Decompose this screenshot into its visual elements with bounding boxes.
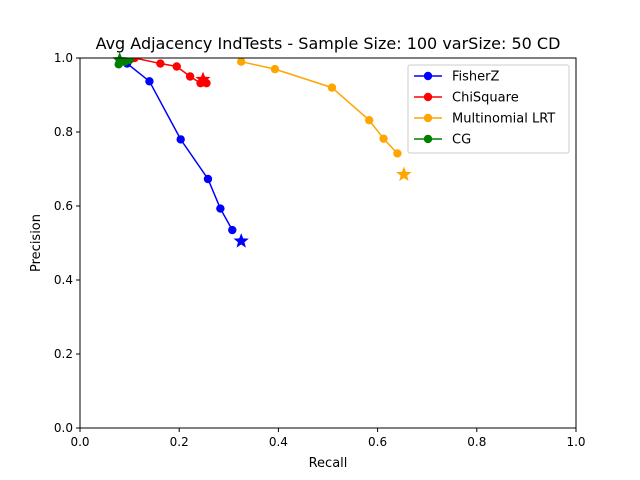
data-point-multinomial-lrt [393, 149, 402, 158]
legend-marker [423, 113, 433, 123]
star-marker-chisquare [195, 71, 211, 86]
legend-marker [423, 92, 433, 102]
data-point-chisquare [185, 72, 195, 81]
legend-box [407, 64, 570, 154]
x-tick-label: 1.0 [566, 435, 585, 449]
legend-entry-cg: CG [414, 133, 471, 148]
data-point-multinomial-lrt [379, 134, 388, 143]
data-point-fisherz [228, 225, 237, 235]
plot-frame [79, 57, 577, 429]
legend-entry-chisquare: ChiSquare [414, 91, 519, 106]
y-tick-label: 0.2 [54, 347, 73, 361]
legend-label: CG [452, 133, 471, 148]
x-tick-label: 0.0 [70, 435, 89, 449]
x-tick-label: 0.4 [269, 435, 288, 449]
y-tick-label: 0.0 [54, 421, 73, 435]
data-point-cg [125, 58, 134, 65]
legend-entry-multinomial-lrt: Multinomial LRT [414, 112, 555, 127]
data-point-multinomial-lrt [327, 83, 337, 92]
x-tick-label: 0.2 [170, 435, 189, 449]
y-tick-label: 0.8 [54, 125, 73, 139]
best-point-markers [112, 51, 412, 248]
data-point-multinomial-lrt [270, 64, 280, 74]
y-tick-label: 0.6 [54, 199, 73, 213]
legend-marker [423, 134, 433, 144]
data-point-multinomial-lrt [237, 58, 246, 66]
x-tick-label: 0.6 [368, 435, 387, 449]
data-point-multinomial-lrt [364, 115, 374, 125]
y-tick-label: 1.0 [54, 51, 73, 65]
y-tick-label: 0.4 [54, 273, 73, 287]
data-point-fisherz [203, 174, 213, 184]
data-point-chisquare [156, 59, 165, 68]
x-tick-label: 0.8 [467, 435, 486, 449]
data-point-fisherz [176, 135, 185, 144]
legend-label: FisherZ [452, 70, 499, 85]
legend-label: ChiSquare [452, 91, 519, 106]
legend-entry-fisherz: FisherZ [414, 70, 499, 85]
chart-title: Avg Adjacency IndTests - Sample Size: 10… [96, 34, 561, 53]
data-point-fisherz [216, 204, 225, 213]
axis-ticks: 0.0 0.2 0.4 0.6 0.8 1.0 0.0 0.2 0.4 0.6 0.8 1.0 [54, 51, 586, 449]
x-axis-label: Recall [309, 456, 348, 471]
star-marker-cg [112, 51, 128, 67]
data-point-chisquare [172, 62, 181, 71]
legend-marker [423, 71, 433, 81]
star-marker-fisherz [233, 233, 249, 248]
legend-label: Multinomial LRT [452, 112, 555, 127]
y-axis-label: Precision [29, 214, 44, 272]
star-marker-multinomial-lrt [396, 166, 412, 182]
data-point-fisherz [145, 77, 154, 86]
series-multinomial-lrt [237, 58, 402, 158]
legend: FisherZ ChiSquare Multinomial LRT CG [407, 64, 570, 154]
